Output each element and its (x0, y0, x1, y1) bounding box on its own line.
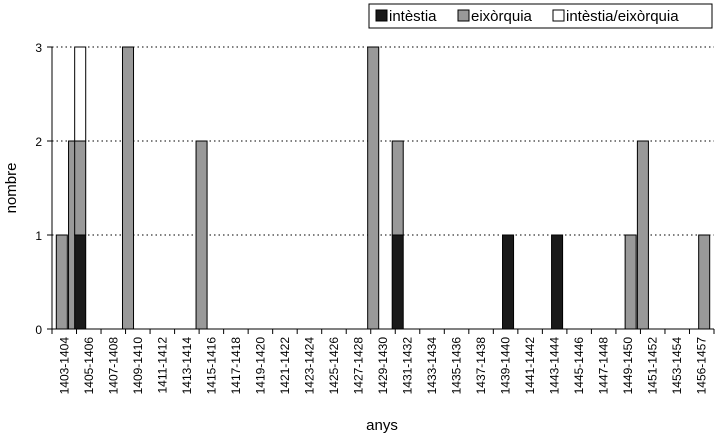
x-tick-labels: 1403-1404 1405-1406 1407-1408 1409-1410 1411… (51, 329, 715, 395)
x-tick-label-1: 1405-1406 (82, 337, 96, 395)
bar-0-eixorquia (55, 234, 68, 330)
x-tick-label-22: 1447-1448 (597, 337, 611, 395)
x-tick-label-26: 1456-1457 (695, 337, 709, 395)
x-tick-label-18: 1439-1440 (499, 337, 513, 395)
bar-5-eixorquia (367, 46, 380, 330)
bar-7-intestia (502, 234, 515, 330)
x-tick-label-0: 1403-1404 (57, 337, 71, 395)
y-tick-labels: 0 1 2 3 (35, 41, 52, 337)
legend-box (368, 3, 713, 29)
bar-3-eixorquia (121, 46, 135, 330)
x-tick-label-14: 1431-1432 (401, 337, 415, 395)
bars (55, 46, 711, 330)
y-tick-label-0: 0 (35, 323, 42, 337)
legend-label-mixt: intèstia/eixòrquia (566, 8, 679, 25)
axes (51, 47, 714, 330)
x-tick-label-7: 1417-1418 (229, 337, 243, 395)
bar-2-mixt (74, 46, 87, 142)
x-tick-label-4: 1411-1412 (155, 337, 169, 394)
bar-11-eixorquia (698, 234, 711, 330)
x-tick-label-21: 1445-1446 (572, 337, 586, 395)
x-tick-label-19: 1441-1442 (523, 337, 537, 395)
legend-swatch-intestia (375, 9, 388, 22)
x-tick-label-5: 1413-1414 (180, 337, 194, 395)
bar-10-eixorquia (636, 140, 649, 330)
x-tick-label-16: 1435-1436 (450, 337, 464, 395)
bar-2-eixorquia (74, 140, 87, 236)
bar-2-intestia (74, 234, 87, 330)
legend-label-intestia: intèstia (389, 8, 437, 25)
gridlines (52, 46, 714, 236)
legend-swatch-eixorquia (457, 9, 470, 22)
x-tick-label-6: 1415-1416 (204, 337, 218, 395)
x-tick-label-12: 1427-1428 (351, 337, 365, 395)
x-tick-label-20: 1443-1444 (548, 337, 562, 395)
legend: intèstia eixòrquia intèstia/eixòrquia (368, 3, 713, 29)
bar-8-intestia (551, 234, 564, 330)
legend-label-eixorquia: eixòrquia (471, 8, 533, 25)
x-axis-title: anys (366, 417, 398, 434)
bar-4-eixorquia (195, 140, 208, 330)
bar-6-intestia (391, 234, 404, 330)
y-tick-label-1: 1 (35, 229, 42, 243)
bar-6-eixorquia (391, 140, 404, 236)
legend-swatch-mixt (552, 9, 565, 22)
x-tick-label-23: 1449-1450 (621, 337, 635, 395)
bar-9-eixorquia (624, 234, 637, 330)
y-tick-label-2: 2 (35, 135, 42, 149)
y-axis-title: nombre (3, 163, 20, 214)
x-tick-label-11: 1425-1426 (327, 337, 341, 395)
x-tick-label-13: 1429-1430 (376, 337, 390, 395)
y-tick-label-3: 3 (35, 41, 42, 55)
x-tick-label-15: 1433-1434 (425, 337, 439, 395)
x-tick-label-9: 1421-1422 (278, 337, 292, 395)
x-tick-label-3: 1409-1410 (131, 337, 145, 395)
x-tick-label-10: 1423-1424 (302, 337, 316, 395)
x-tick-label-2: 1407-1408 (106, 337, 120, 395)
x-tick-label-24: 1451-1452 (646, 337, 660, 395)
x-tick-label-17: 1437-1438 (474, 337, 488, 395)
x-tick-label-25: 1453-1454 (670, 337, 684, 395)
x-tick-label-8: 1419-1420 (253, 337, 267, 395)
